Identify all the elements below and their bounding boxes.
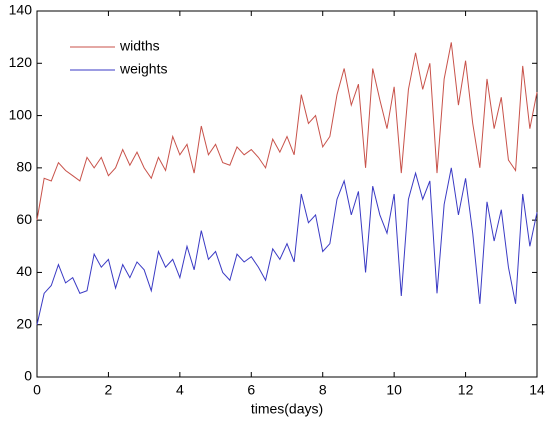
x-tick-label: 2	[105, 382, 113, 398]
x-tick-label: 14	[529, 382, 545, 398]
y-tick-label: 100	[9, 106, 33, 122]
y-tick-label: 60	[16, 211, 32, 227]
plot-frame	[36, 10, 538, 378]
series-line	[36, 42, 538, 221]
y-tick-label: 20	[16, 315, 32, 331]
legend-label: weights	[119, 61, 167, 77]
x-axis-label: times(days)	[251, 401, 323, 417]
y-tick-label: 120	[9, 54, 33, 70]
legend-label: widths	[119, 38, 160, 54]
y-tick-label: 80	[16, 159, 32, 175]
y-tick-label: 40	[16, 263, 32, 279]
x-tick-label: 12	[458, 382, 474, 398]
x-tick-label: 6	[247, 382, 255, 398]
series-line	[36, 167, 538, 325]
x-tick-label: 10	[386, 382, 402, 398]
y-tick-label: 140	[9, 2, 33, 18]
x-tick-label: 4	[176, 382, 184, 398]
y-tick-label: 0	[24, 368, 32, 384]
x-tick-label: 8	[319, 382, 327, 398]
x-tick-label: 0	[33, 382, 41, 398]
